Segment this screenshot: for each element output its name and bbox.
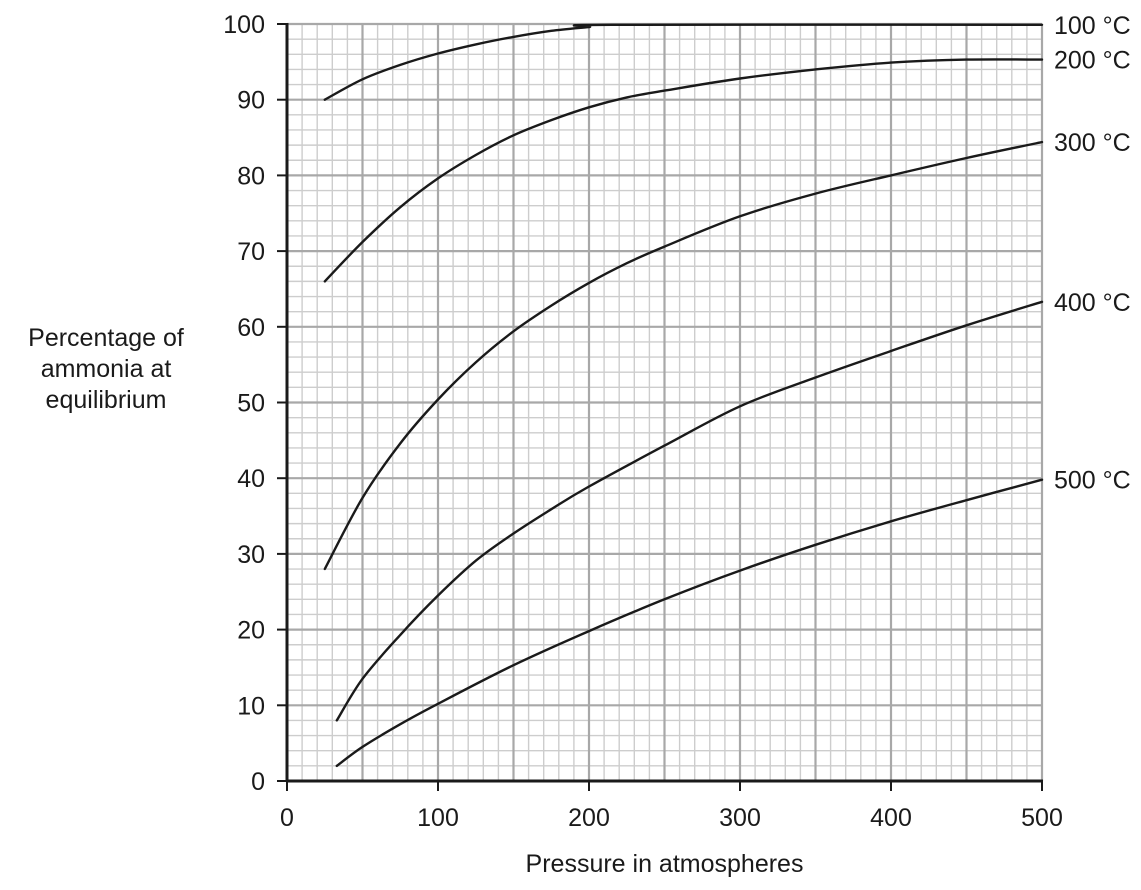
- y-tick-label: 100: [223, 11, 265, 39]
- series-line-2: [323, 58, 1044, 283]
- y-tick-label: 90: [237, 87, 265, 115]
- x-tick-label: 500: [1021, 804, 1063, 832]
- y-tick-label: 20: [237, 617, 265, 645]
- y-tick-label: 60: [237, 314, 265, 342]
- y-axis-label-line-3: equilibrium: [45, 386, 167, 414]
- y-tick-label: 50: [237, 390, 265, 418]
- x-tick-label: 200: [568, 804, 610, 832]
- y-tick-label: 80: [237, 162, 265, 190]
- series-line-3: [323, 140, 1044, 571]
- series-label: 200 °C: [1054, 47, 1131, 75]
- x-tick-label: 100: [417, 804, 459, 832]
- series-labels: 100 °C 200 °C 300 °C 400 °C 500 °C: [1054, 12, 1131, 495]
- series-label: 400 °C: [1054, 289, 1131, 317]
- major-gridlines: [285, 22, 1044, 783]
- y-tick-label: 70: [237, 238, 265, 266]
- x-axis-label: Pressure in atmospheres: [525, 850, 804, 878]
- x-tick-label: 300: [719, 804, 761, 832]
- y-axis-label-line-1: Percentage of: [28, 324, 184, 352]
- y-tick-label: 30: [237, 541, 265, 569]
- y-axis-label: Percentage of ammonia at equilibrium: [0, 323, 212, 416]
- y-axis-label-line-2: ammonia at: [40, 355, 172, 383]
- series-line-5: [335, 478, 1044, 768]
- y-tick-label: 0: [251, 768, 265, 796]
- y-tick-label: 40: [237, 465, 265, 493]
- series-label: 100 °C: [1054, 12, 1131, 40]
- x-tick-label: 0: [280, 804, 294, 832]
- series-line-4: [335, 300, 1044, 722]
- axis-ticks: 0 10 20 30 40 50 60 70 80 90 100 0 100 200 300 400 500: [223, 11, 1063, 832]
- series-lines: [323, 23, 1044, 768]
- y-tick-label: 10: [237, 692, 265, 720]
- series-label: 300 °C: [1054, 129, 1131, 157]
- series-line-1: [323, 23, 1044, 101]
- x-tick-label: 400: [870, 804, 912, 832]
- series-label: 500 °C: [1054, 467, 1131, 495]
